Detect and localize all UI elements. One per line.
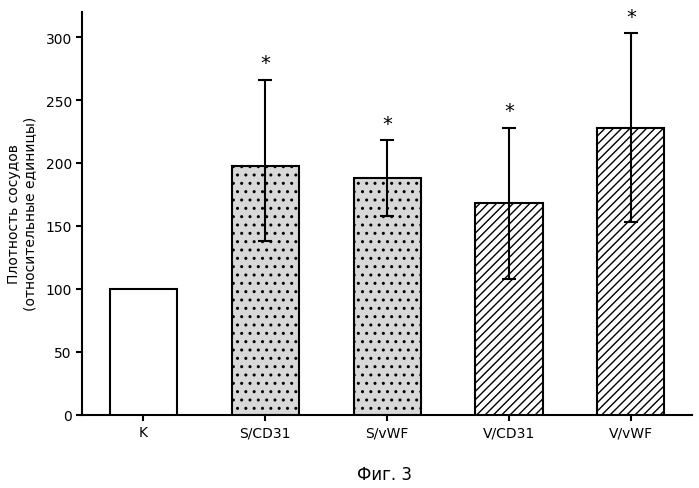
Text: Фиг. 3: Фиг. 3 bbox=[357, 465, 412, 483]
Bar bbox=[475, 204, 542, 415]
Bar bbox=[598, 128, 664, 415]
Text: *: * bbox=[382, 115, 392, 134]
Text: *: * bbox=[261, 54, 271, 73]
Text: *: * bbox=[626, 8, 636, 27]
Bar bbox=[110, 289, 177, 415]
Bar bbox=[232, 166, 299, 415]
Text: *: * bbox=[504, 102, 514, 121]
Bar bbox=[354, 179, 421, 415]
Y-axis label: Плотность сосудов
(относительные единицы): Плотность сосудов (относительные единицы… bbox=[7, 117, 37, 311]
